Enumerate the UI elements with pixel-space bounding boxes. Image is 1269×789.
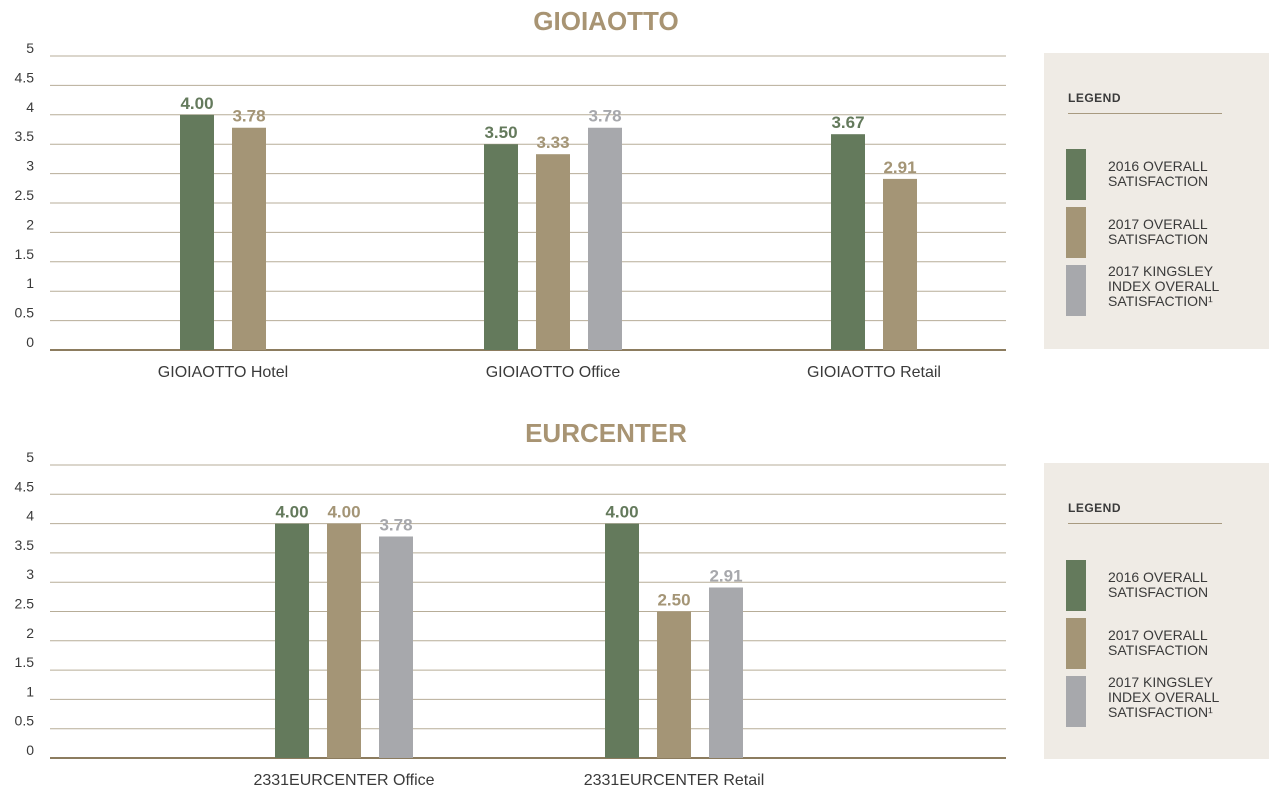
y-tick-label: 2.5 [15, 187, 35, 203]
chart-title: GIOIAOTTO [533, 6, 678, 36]
y-tick-label: 5 [26, 449, 34, 465]
y-tick-label: 3 [26, 158, 34, 174]
legend-label-2016: 2016 OVERALL SATISFACTION [1108, 569, 1209, 600]
data-label: 2.50 [657, 591, 690, 610]
data-label: 2.91 [883, 158, 916, 177]
y-tick-label: 2 [26, 625, 34, 641]
y-tick-label: 1.5 [15, 246, 35, 262]
data-label: 4.00 [327, 503, 360, 522]
y-tick-label: 1 [26, 683, 34, 699]
bar [327, 523, 361, 758]
legend-label-2016: 2016 OVERALL SATISFACTION [1108, 158, 1209, 189]
data-label: 3.67 [831, 113, 864, 132]
data-label: 2.91 [709, 566, 742, 585]
data-label: 3.78 [379, 515, 412, 534]
y-tick-label: 4.5 [15, 478, 35, 494]
bar [180, 114, 214, 350]
bar [831, 134, 865, 350]
data-label: 3.78 [232, 107, 265, 126]
legend-label-2017: 2017 OVERALL SATISFACTION [1108, 216, 1209, 247]
y-tick-label: 1 [26, 275, 34, 291]
y-tick-label: 0 [26, 334, 34, 350]
bar [588, 127, 622, 351]
legend-title: LEGEND [1068, 501, 1222, 524]
y-tick-label: 4 [26, 99, 34, 115]
y-tick-label: 1.5 [15, 654, 35, 670]
x-category-label: GIOIAOTTO Office [486, 364, 621, 381]
legend-swatch-2017 [1066, 207, 1086, 258]
x-category-label: 2331EURCENTER Office [253, 772, 434, 789]
legend-swatch-2016 [1066, 560, 1086, 611]
y-tick-label: 2 [26, 216, 34, 232]
y-tick-label: 4.5 [15, 69, 35, 85]
x-category-label: GIOIAOTTO Retail [807, 364, 941, 381]
y-tick-label: 5 [26, 40, 34, 56]
chart-title: EURCENTER [525, 418, 687, 448]
bar [657, 611, 691, 758]
legend-title: LEGEND [1068, 91, 1222, 114]
y-tick-label: 4 [26, 508, 34, 524]
x-category-label: 2331EURCENTER Retail [584, 772, 765, 789]
data-label: 4.00 [605, 503, 638, 522]
legend-panel-eurcenter: LEGEND 2016 OVERALL SATISFACTION 2017 OV… [1044, 463, 1269, 759]
bar [484, 144, 518, 350]
y-tick-label: 3.5 [15, 537, 35, 553]
data-label: 3.33 [536, 133, 569, 152]
legend-swatch-2016 [1066, 149, 1086, 200]
legend-panel-gioiaotto: LEGEND 2016 OVERALL SATISFACTION 2017 OV… [1044, 53, 1269, 349]
y-tick-label: 0.5 [15, 713, 35, 729]
data-label: 3.78 [588, 107, 621, 126]
bar [379, 536, 413, 758]
y-tick-label: 2.5 [15, 596, 35, 612]
legend-label-2017: 2017 OVERALL SATISFACTION [1108, 627, 1209, 658]
y-tick-label: 0.5 [15, 305, 35, 321]
legend-label-kingsley: 2017 KINGSLEY INDEX OVERALL SATISFACTION… [1108, 263, 1219, 309]
legend-swatch-kingsley [1066, 265, 1086, 316]
bar [275, 523, 309, 758]
legend-label-kingsley: 2017 KINGSLEY INDEX OVERALL SATISFACTION… [1108, 674, 1219, 720]
bar [536, 154, 570, 350]
data-label: 4.00 [180, 94, 213, 113]
bar [232, 127, 266, 351]
bar [883, 178, 917, 350]
data-label: 4.00 [275, 503, 308, 522]
bar [605, 523, 639, 758]
bar [709, 587, 743, 758]
charts-svg: GIOIAOTTO 0 0.5 1 1.5 2 2.5 3 3.5 4 4.5 5 4.00 3.78 GI… [15, 6, 1006, 789]
y-tick-label: 3 [26, 566, 34, 582]
legend-swatch-2017 [1066, 618, 1086, 669]
data-label: 3.50 [484, 123, 517, 142]
x-category-label: GIOIAOTTO Hotel [158, 364, 288, 381]
y-tick-label: 0 [26, 742, 34, 758]
legend-swatch-kingsley [1066, 676, 1086, 727]
y-tick-label: 3.5 [15, 128, 35, 144]
